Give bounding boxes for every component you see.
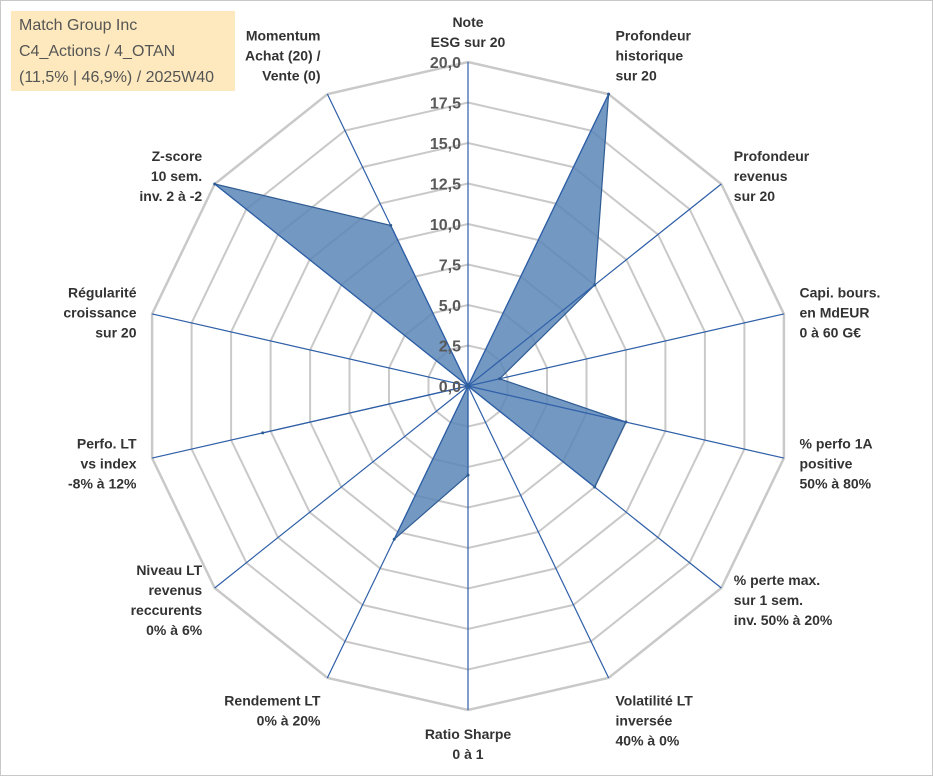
category-label-line: Vente (0) bbox=[262, 68, 320, 84]
category-label-line: croissance bbox=[63, 304, 136, 320]
category-label-line: inversée bbox=[616, 712, 673, 728]
category-label-line: historique bbox=[616, 48, 684, 64]
category-label-line: Profondeur bbox=[616, 28, 692, 44]
category-label-line: Profondeur bbox=[734, 148, 810, 164]
score-period-label: (11,5% | 46,9%) / 2025W40 bbox=[19, 69, 215, 86]
category-label-line: % perte max. bbox=[734, 572, 820, 588]
data-point-8 bbox=[392, 537, 396, 541]
category-label-line: positive bbox=[800, 456, 853, 472]
series-area-match-group-inc bbox=[214, 93, 627, 540]
data-point-5 bbox=[593, 485, 597, 489]
category-label-line: Régularité bbox=[68, 284, 137, 300]
axis-tick-label: 20,0 bbox=[430, 55, 461, 72]
category-label-line: 0% à 6% bbox=[146, 622, 203, 638]
data-point-10 bbox=[261, 431, 265, 435]
category-label-line: Z-score bbox=[152, 148, 203, 164]
category-label-line: Volatilité LT bbox=[616, 692, 694, 708]
company-name: Match Group Inc bbox=[19, 17, 138, 34]
category-label-1: Profondeur historique sur 20 bbox=[616, 28, 692, 84]
data-point-7 bbox=[466, 473, 470, 477]
category-label-line: 10 sem. bbox=[151, 168, 202, 184]
category-label-line: reccurents bbox=[131, 602, 203, 618]
data-point-12 bbox=[213, 182, 217, 186]
axis-tick-label: 17,5 bbox=[430, 96, 461, 113]
spoke-8 bbox=[326, 385, 469, 679]
data-point-3 bbox=[498, 377, 502, 381]
spoke-13 bbox=[326, 93, 469, 387]
category-label-line: 0 à 1 bbox=[452, 746, 483, 762]
category-label-7: Ratio Sharpe 0 à 1 bbox=[425, 726, 512, 762]
category-label-line: Note bbox=[452, 14, 483, 30]
axis-tick-label: 10,0 bbox=[430, 217, 461, 234]
category-label-line: sur 1 sem. bbox=[734, 592, 803, 608]
category-label-line: en MdEUR bbox=[800, 304, 870, 320]
category-label-13: Momentum Achat (20) / Vente (0) bbox=[245, 28, 321, 84]
category-label-3: Capi. bours. en MdEUR 0 à 60 G€ bbox=[800, 284, 881, 340]
category-label-8: Rendement LT 0% à 20% bbox=[224, 692, 321, 728]
category-label-line: Capi. bours. bbox=[800, 284, 881, 300]
category-label-4: % perfo 1A positive 50% à 80% bbox=[800, 436, 873, 492]
category-label-line: vs index bbox=[80, 456, 136, 472]
spoke-11 bbox=[151, 313, 469, 387]
category-label-11: Régularité croissance sur 20 bbox=[63, 284, 136, 340]
chart-title-box: Match Group Inc C4_Actions / 4_OTAN (11,… bbox=[11, 11, 235, 91]
category-label-line: inv. 50% à 20% bbox=[734, 612, 833, 628]
category-label-line: inv. 2 à -2 bbox=[139, 188, 202, 204]
spoke-9 bbox=[214, 385, 469, 589]
category-label-0: Note ESG sur 20 bbox=[431, 14, 506, 50]
category-label-6: Volatilité LT inversée 40% à 0% bbox=[616, 692, 694, 748]
category-label-line: % perfo 1A bbox=[800, 436, 873, 452]
category-label-line: revenus bbox=[734, 168, 788, 184]
axis-tick-label: 0,0 bbox=[439, 379, 461, 396]
spoke-12 bbox=[214, 183, 469, 387]
category-label-line: 40% à 0% bbox=[616, 732, 680, 748]
axis-tick-label: 12,5 bbox=[430, 177, 461, 194]
category-label-line: sur 20 bbox=[616, 68, 657, 84]
category-label-12: Z-score 10 sem. inv. 2 à -2 bbox=[139, 148, 202, 204]
category-label-line: Perfo. LT bbox=[77, 436, 137, 452]
category-label-line: revenus bbox=[148, 582, 202, 598]
category-label-line: -8% à 12% bbox=[68, 476, 137, 492]
spoke-1 bbox=[467, 93, 610, 387]
category-label-line: Momentum bbox=[246, 28, 321, 44]
data-point-1 bbox=[607, 92, 611, 96]
portfolio-label: C4_Actions / 4_OTAN bbox=[19, 43, 176, 60]
axis-tick-label: 7,5 bbox=[439, 258, 461, 275]
category-label-5: % perte max. sur 1 sem. inv. 50% à 20% bbox=[734, 572, 833, 628]
category-label-line: Achat (20) / bbox=[245, 48, 321, 64]
category-label-2: Profondeur revenus sur 20 bbox=[734, 148, 810, 204]
data-point-4 bbox=[624, 420, 628, 424]
spoke-10 bbox=[151, 385, 469, 459]
category-label-line: 0 à 60 G€ bbox=[800, 324, 862, 340]
spoke-6 bbox=[467, 385, 610, 679]
category-label-10: Perfo. LT vs index -8% à 12% bbox=[68, 436, 137, 492]
data-point-13 bbox=[389, 223, 393, 227]
category-label-line: Niveau LT bbox=[136, 562, 202, 578]
category-label-line: sur 20 bbox=[734, 188, 775, 204]
spoke-3 bbox=[467, 313, 785, 387]
category-label-line: sur 20 bbox=[95, 324, 136, 340]
category-label-9: Niveau LT revenus reccurents 0% à 6% bbox=[131, 562, 203, 638]
category-label-line: Ratio Sharpe bbox=[425, 726, 512, 742]
data-point-2 bbox=[593, 283, 597, 287]
data-point-11 bbox=[466, 384, 470, 388]
category-label-line: Rendement LT bbox=[224, 692, 321, 708]
axis-tick-label: 2,5 bbox=[439, 339, 461, 356]
axis-tick-label: 15,0 bbox=[430, 136, 461, 153]
category-label-line: 0% à 20% bbox=[257, 712, 321, 728]
axis-tick-label: 5,0 bbox=[439, 298, 461, 315]
category-label-line: 50% à 80% bbox=[800, 476, 872, 492]
category-label-line: ESG sur 20 bbox=[431, 34, 506, 50]
